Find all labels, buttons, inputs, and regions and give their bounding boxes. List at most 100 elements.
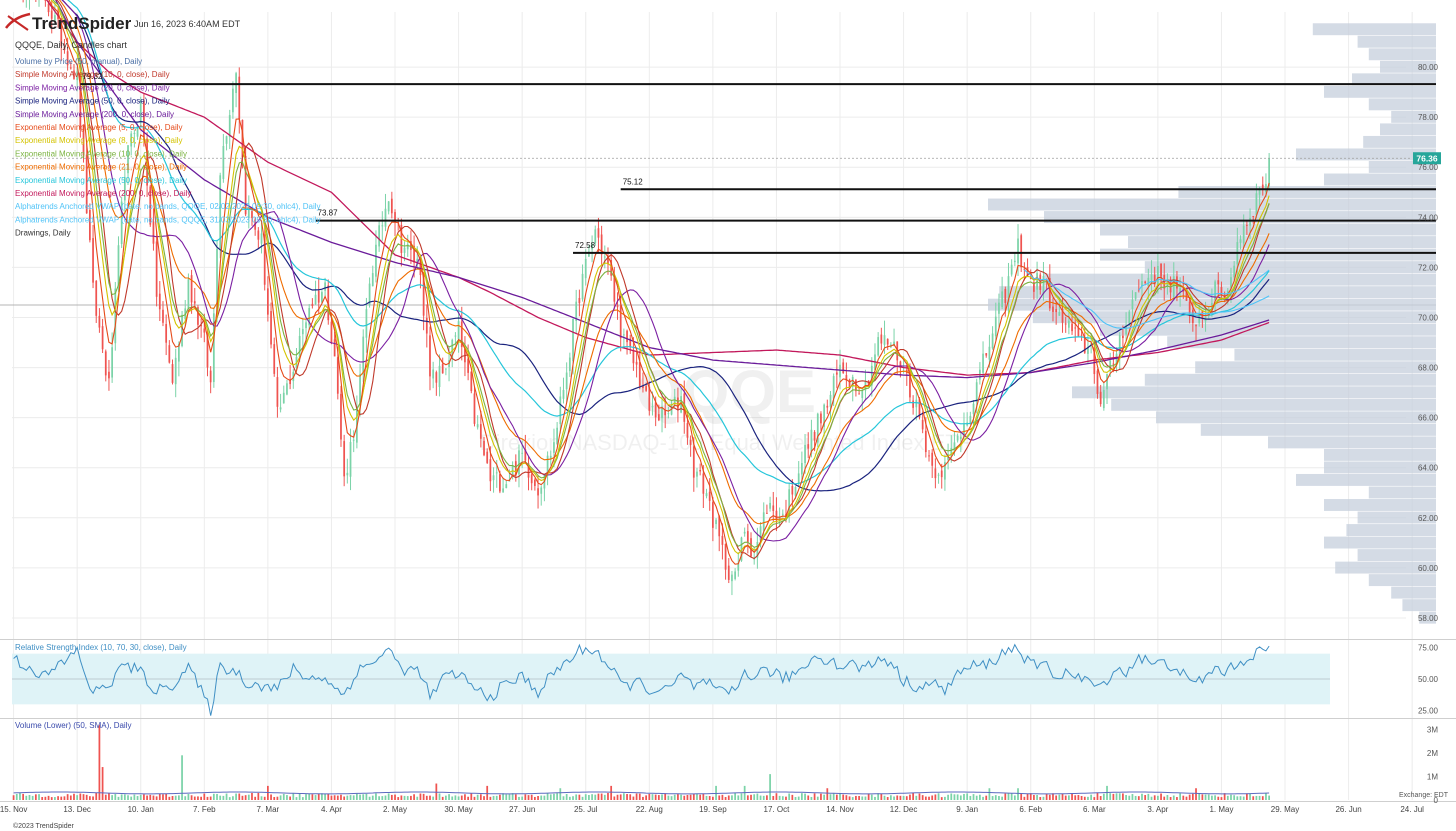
volume-bar xyxy=(286,795,288,800)
level-label: 73.87 xyxy=(318,209,339,218)
volume-bar xyxy=(378,796,380,800)
volume-bar xyxy=(492,795,495,800)
candle-body xyxy=(311,303,314,307)
rsi-tick-label: 50.00 xyxy=(1418,675,1439,684)
volume-bar xyxy=(721,794,724,800)
volume-bar xyxy=(384,795,387,800)
volume-bar xyxy=(502,793,504,800)
volume-bar xyxy=(238,793,241,800)
candle-body xyxy=(212,313,215,383)
volume-bar xyxy=(998,796,1000,800)
candle-body xyxy=(514,461,517,475)
volume-bar xyxy=(1242,796,1245,800)
candle-body xyxy=(1096,370,1099,394)
volume-bar xyxy=(626,794,628,800)
legend-item[interactable]: Simple Moving Average (200, 0, close), D… xyxy=(15,110,174,119)
candle-body xyxy=(178,343,180,362)
price-tick-label: 70.00 xyxy=(1418,313,1439,322)
volume-bar xyxy=(959,795,962,800)
volume-bar xyxy=(972,794,975,800)
legend-item[interactable]: Simple Moving Average (20, 0, close), Da… xyxy=(15,83,170,92)
legend-item[interactable]: Exponential Moving Average (50, 0, close… xyxy=(15,176,187,185)
candle-body xyxy=(537,488,539,496)
price-tick-label: 76.00 xyxy=(1418,163,1439,172)
volume-bar xyxy=(158,793,161,800)
volume-bar xyxy=(63,796,66,800)
volume-bar xyxy=(921,795,924,800)
legend-item[interactable]: Volume by Price (50, manual), Daily xyxy=(15,57,142,66)
volume-bar xyxy=(375,793,377,800)
volume-bar xyxy=(899,795,902,800)
time-tick-label: 13. Dec xyxy=(63,805,91,814)
price-axis[interactable]: 58.00 60.00 62.00 64.00 66.00 68.00 70.00 72.00… xyxy=(1418,63,1439,623)
legend-item[interactable]: Exponential Moving Average (21, 0, close… xyxy=(15,163,187,172)
candle-body xyxy=(839,364,841,378)
volume-bar xyxy=(203,793,206,800)
volume-bar xyxy=(1029,793,1032,800)
time-tick-label: 22. Aug xyxy=(636,805,663,814)
candle-body xyxy=(985,353,988,356)
time-tick-label: 2. May xyxy=(383,805,407,814)
ema-21-line xyxy=(58,0,1270,525)
legend-item[interactable]: Exponential Moving Average (10, 0, close… xyxy=(15,149,187,158)
candle-body xyxy=(794,486,797,496)
indicator-legend[interactable]: Volume by Price (50, manual), Daily Simpl… xyxy=(15,57,321,238)
volume-bar xyxy=(136,796,139,800)
volume-bar xyxy=(724,797,727,800)
volume-bar xyxy=(206,796,209,800)
rsi-tick-label: 25.00 xyxy=(1418,707,1439,716)
volume-bar xyxy=(371,795,374,800)
legend-item[interactable]: Alphatrends Anchored VWAP (date, no band… xyxy=(15,215,321,224)
volume-bar xyxy=(801,793,803,800)
volume-bar xyxy=(607,792,609,800)
volume-bar xyxy=(797,796,800,800)
volume-bar xyxy=(1001,796,1003,800)
volume-bar xyxy=(1093,797,1096,800)
vbp-bar xyxy=(1324,461,1436,474)
volume-bar xyxy=(985,795,988,800)
volume-bar xyxy=(31,795,34,800)
volume-tick-label: 1M xyxy=(1427,772,1438,781)
volume-pane[interactable]: 0 1M 2M 3M Volume (Lower) (50, SMA), Daily Ex… xyxy=(12,721,1449,805)
volume-bar xyxy=(69,795,72,800)
volume-bar xyxy=(314,795,317,800)
candle-body xyxy=(635,361,638,365)
vbp-bar xyxy=(1032,311,1436,324)
legend-item[interactable]: Drawings, Daily xyxy=(15,229,71,238)
legend-item[interactable]: Alphatrends Anchored VWAP (date, no band… xyxy=(15,202,321,211)
candle-body xyxy=(89,210,91,241)
volume-bar xyxy=(47,795,50,800)
volume-bar xyxy=(1179,793,1181,800)
volume-bar xyxy=(470,793,473,800)
horizontal-levels[interactable]: 79.32 73.87 72.58 75.12 xyxy=(80,72,1436,254)
candle-body xyxy=(321,292,323,303)
candle-body xyxy=(76,71,79,81)
candle-body xyxy=(832,376,835,399)
candle-body xyxy=(425,317,428,334)
volume-bar xyxy=(127,795,129,800)
volume-bar xyxy=(235,793,237,800)
volume-bar xyxy=(956,794,959,800)
candle-body xyxy=(282,392,285,404)
legend-item[interactable]: Simple Moving Average (50, 0, close), Da… xyxy=(15,97,170,106)
time-axis[interactable]: 15. Nov 13. Dec 10. Jan 7. Feb 7. Mar 4. Apr 2… xyxy=(0,805,1424,814)
legend-item[interactable]: Exponential Moving Average (200, 0, clos… xyxy=(15,189,191,198)
volume-bar xyxy=(940,797,943,800)
candle-body xyxy=(762,512,765,531)
volume-bar xyxy=(521,796,524,800)
volume-bar xyxy=(476,794,479,800)
rsi-pane[interactable]: 25.00 50.00 75.00 Relative Strength Index (… xyxy=(12,643,1439,716)
candle-body xyxy=(152,221,155,244)
candle-body xyxy=(203,328,206,333)
legend-item[interactable]: Exponential Moving Average (8, 0, close)… xyxy=(15,136,183,145)
candle-body xyxy=(781,513,784,515)
volume-bar xyxy=(851,797,854,800)
volume-bar xyxy=(419,793,422,800)
legend-item[interactable]: Exponential Moving Average (5, 0, close)… xyxy=(15,123,183,132)
volume-bar xyxy=(101,767,104,800)
candle-body xyxy=(715,519,717,525)
volume-bar xyxy=(562,796,565,800)
vbp-bar xyxy=(1352,73,1436,86)
legend-item[interactable]: Simple Moving Average (10, 0, close), Da… xyxy=(15,70,170,79)
